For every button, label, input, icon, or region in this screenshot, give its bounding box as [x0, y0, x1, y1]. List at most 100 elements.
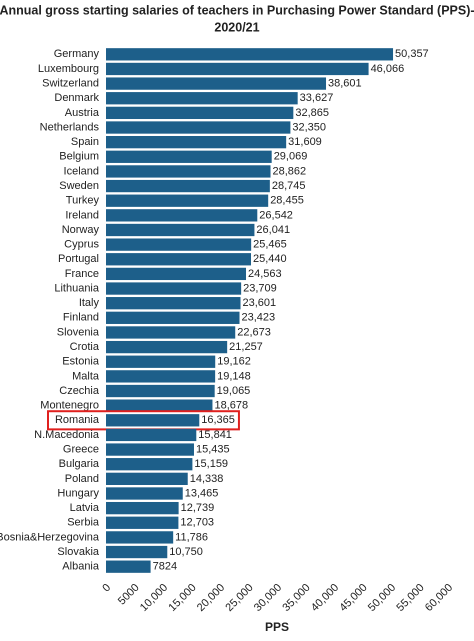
value-label: 11,786 — [175, 531, 208, 543]
bar — [106, 443, 194, 456]
x-tick-label: 50,000 — [366, 582, 398, 614]
y-tick-label: Netherlands — [40, 121, 100, 133]
y-tick-label: Norway — [62, 224, 100, 236]
x-tick-label: 35,000 — [280, 582, 312, 614]
value-label: 16,365 — [201, 414, 235, 426]
x-tick-label: 25,000 — [223, 582, 255, 614]
value-label: 13,465 — [185, 487, 219, 499]
y-tick-label: France — [65, 268, 99, 280]
value-label: 32,865 — [295, 107, 329, 119]
y-tick-label: Estonia — [62, 356, 100, 368]
value-label: 31,609 — [288, 136, 322, 148]
value-label: 18,678 — [214, 400, 248, 412]
chart-subtitle: 2020/21 — [214, 20, 259, 34]
bar — [106, 238, 252, 251]
bar — [106, 399, 213, 412]
y-tick-label: Hungary — [57, 487, 99, 499]
y-tick-label: Luxembourg — [38, 63, 99, 75]
x-tick-label: 30,000 — [252, 582, 284, 614]
y-tick-label: Montenegro — [40, 400, 99, 412]
x-tick-label: 15,000 — [166, 582, 198, 614]
value-label: 26,542 — [259, 209, 293, 221]
bar — [106, 560, 151, 573]
y-tick-label: Malta — [72, 370, 100, 382]
bar — [106, 194, 269, 207]
value-label: 21,257 — [229, 341, 263, 353]
y-tick-label: Switzerland — [42, 78, 99, 90]
bar — [106, 282, 242, 295]
bar — [106, 384, 215, 398]
y-tick-label: N.Macedonia — [34, 429, 100, 441]
bar — [106, 77, 327, 90]
y-tick-label: Cyprus — [64, 239, 99, 251]
y-tick-label: Ireland — [65, 209, 99, 221]
bar — [106, 370, 216, 383]
y-tick-label: Denmark — [54, 92, 99, 104]
y-tick-label: Bosnia&Herzegovina — [0, 531, 100, 543]
value-label: 28,455 — [270, 195, 304, 207]
value-label: 33,627 — [300, 92, 334, 104]
x-tick-label: 20,000 — [195, 582, 227, 614]
value-label: 26,041 — [256, 224, 290, 236]
bar — [106, 311, 240, 324]
y-tick-label: Albania — [62, 561, 100, 573]
bar — [106, 501, 179, 515]
y-tick-label: Austria — [65, 107, 100, 119]
bar — [106, 414, 200, 427]
y-tick-label: Poland — [65, 473, 99, 485]
bar — [106, 106, 294, 120]
y-tick-label: Germany — [54, 48, 100, 60]
bar — [106, 267, 247, 281]
value-label: 12,739 — [181, 502, 215, 514]
value-label: 14,338 — [190, 473, 224, 485]
bar — [106, 297, 241, 310]
value-label: 22,673 — [237, 326, 271, 338]
value-label: 28,862 — [273, 165, 307, 177]
y-tick-label: Slovenia — [57, 326, 100, 338]
bar — [106, 209, 258, 222]
y-tick-label: Iceland — [64, 165, 99, 177]
y-tick-label: Serbia — [67, 517, 100, 529]
y-tick-label: Greece — [63, 443, 99, 455]
value-label: 23,601 — [243, 297, 277, 309]
x-tick-label: 5000 — [116, 582, 142, 608]
y-tick-label: Italy — [79, 297, 100, 309]
value-label: 23,709 — [243, 282, 277, 294]
value-label: 19,162 — [217, 356, 251, 368]
value-label: 15,159 — [194, 458, 228, 470]
bar — [106, 136, 287, 149]
x-tick-label: 0 — [100, 582, 113, 595]
value-label: 12,703 — [180, 517, 214, 529]
value-label: 7824 — [153, 561, 177, 573]
value-label: 28,745 — [272, 180, 306, 192]
bar — [106, 121, 291, 134]
y-tick-label: Lithuania — [54, 282, 100, 294]
x-tick-label: 10,000 — [138, 582, 170, 614]
value-label: 15,435 — [196, 443, 230, 455]
y-tick-label: Slovakia — [57, 546, 99, 558]
y-tick-label: Crotia — [70, 341, 100, 353]
x-tick-label: 45,000 — [337, 582, 369, 614]
value-label: 19,148 — [217, 370, 251, 382]
y-tick-label: Belgium — [59, 151, 99, 163]
bar — [106, 458, 193, 471]
y-tick-label: Latvia — [70, 502, 100, 514]
bar — [106, 92, 298, 105]
value-label: 50,357 — [395, 48, 429, 60]
bar — [106, 165, 271, 178]
bar — [106, 150, 272, 163]
bar — [106, 355, 216, 368]
value-label: 10,750 — [169, 546, 203, 558]
value-label: 25,440 — [253, 253, 287, 265]
value-label: 24,563 — [248, 268, 282, 280]
y-tick-label: Finland — [63, 312, 99, 324]
bar — [106, 531, 174, 544]
chart-title: Annual gross starting salaries of teache… — [0, 3, 474, 17]
x-tick-label: 40,000 — [309, 582, 341, 614]
value-label: 23,423 — [242, 312, 276, 324]
bar — [106, 545, 168, 559]
bar — [106, 179, 270, 193]
value-label: 25,465 — [253, 239, 287, 251]
bar — [106, 62, 369, 76]
value-label: 29,069 — [274, 151, 308, 163]
